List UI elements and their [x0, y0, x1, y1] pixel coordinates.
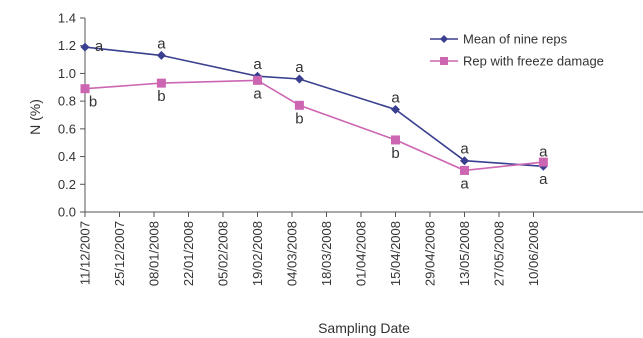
- significance-label: b: [157, 88, 165, 105]
- data-point: [80, 42, 90, 52]
- significance-label: a: [157, 35, 166, 52]
- x-tick-label: 18/03/2008: [319, 221, 334, 286]
- legend-marker: [440, 57, 448, 65]
- legend-label: Rep with freeze damage: [463, 54, 604, 69]
- series-line: [84, 79, 544, 172]
- x-tick-label: 01/04/2008: [354, 221, 369, 286]
- legend: Mean of nine reps Rep with freeze damage: [430, 32, 604, 69]
- significance-label: b: [295, 110, 303, 127]
- data-point: [460, 156, 469, 166]
- data-point: [391, 135, 400, 145]
- significance-label: a: [460, 141, 469, 158]
- x-tick-label: 29/04/2008: [423, 221, 438, 286]
- legend-label: Mean of nine reps: [463, 32, 568, 47]
- significance-label: a: [460, 175, 469, 192]
- y-axis-title: N (%): [27, 99, 43, 135]
- significance-label: a: [539, 143, 548, 160]
- significance-label: b: [89, 94, 97, 111]
- significance-label: a: [391, 89, 400, 106]
- y-tick-label: 1.4: [58, 11, 76, 26]
- x-tick-label: 11/12/2007: [78, 221, 93, 285]
- data-point: [294, 100, 304, 110]
- y-tick-label: 0.2: [58, 177, 76, 192]
- significance-label: a: [253, 85, 262, 102]
- significance-label: a: [253, 56, 262, 73]
- x-axis-title: Sampling Date: [318, 320, 410, 336]
- significance-label: b: [391, 145, 399, 162]
- x-tick-label: 08/01/2008: [147, 221, 162, 286]
- y-tick-label: 1.2: [58, 38, 76, 53]
- y-axis-ticks: 0.0 0.2 0.4 0.6 0.8 1.0 1.2 1.4: [58, 11, 85, 220]
- significance-label: a: [95, 38, 104, 55]
- y-tick-label: 1.0: [58, 66, 76, 81]
- data-point: [538, 157, 548, 167]
- legend-item-1: Mean of nine reps: [430, 32, 568, 47]
- significance-label: a: [539, 171, 548, 188]
- x-tick-label: 05/02/2008: [216, 221, 231, 286]
- y-tick-label: 0.8: [58, 94, 76, 109]
- x-axis-ticks: 11/12/2007 25/12/2007 08/01/2008 22/01/2008…: [78, 212, 541, 286]
- y-tick-label: 0.4: [58, 149, 76, 164]
- x-tick-label: 13/05/2008: [457, 221, 472, 286]
- x-tick-label: 15/04/2008: [388, 221, 403, 286]
- x-tick-label: 10/06/2008: [526, 221, 541, 286]
- data-point: [156, 50, 166, 60]
- x-tick-label: 25/12/2007: [112, 221, 127, 286]
- legend-marker: [440, 35, 448, 43]
- legend-item-2: Rep with freeze damage: [430, 54, 604, 69]
- x-tick-label: 19/02/2008: [250, 221, 265, 286]
- x-tick-label: 27/05/2008: [492, 221, 507, 286]
- y-tick-label: 0.0: [58, 205, 76, 220]
- data-point: [253, 75, 262, 85]
- x-tick-label: 22/01/2008: [181, 221, 196, 286]
- data-point: [460, 165, 469, 175]
- y-tick-label: 0.6: [58, 121, 76, 136]
- data-point: [391, 104, 400, 114]
- data-point: [156, 78, 166, 88]
- data-point: [80, 84, 90, 94]
- significance-label: a: [295, 59, 304, 76]
- data-point: [294, 74, 304, 84]
- x-tick-label: 04/03/2008: [285, 221, 300, 286]
